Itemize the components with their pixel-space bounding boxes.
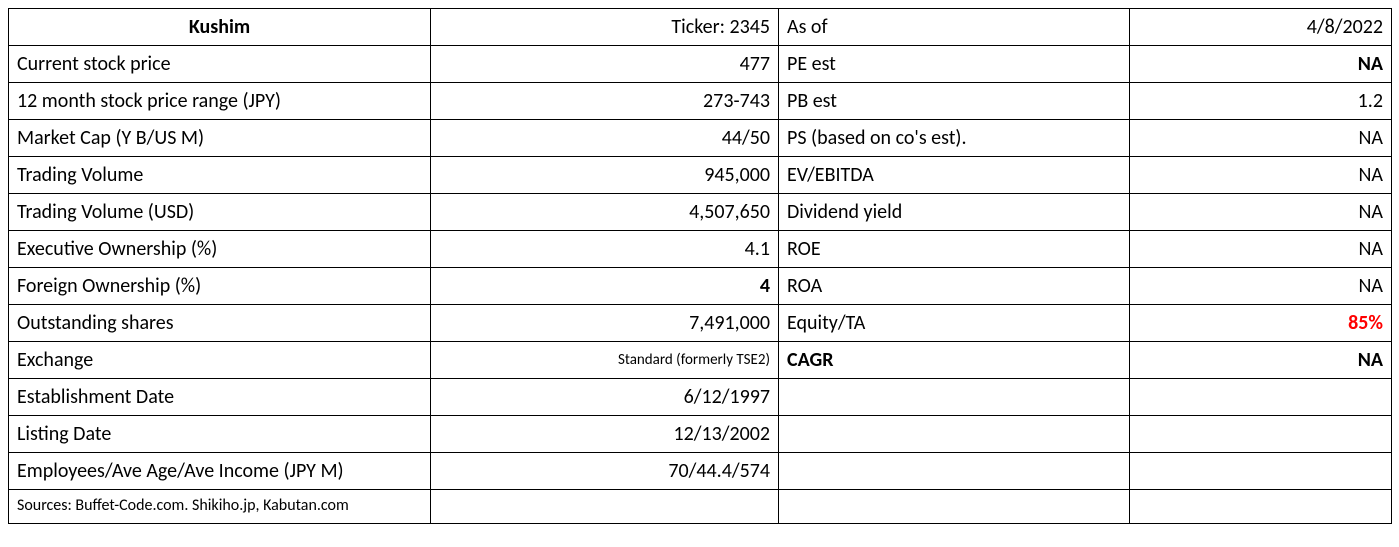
metric-label-left: Employees/Ave Age/Ave Income (JPY M) <box>9 453 431 490</box>
metric-value-right <box>1130 416 1392 453</box>
metric-value-left: 4 <box>431 268 779 305</box>
table-row: Listing Date12/13/2002 <box>9 416 1392 453</box>
empty-cell <box>779 490 1130 524</box>
metric-value-left: 945,000 <box>431 157 779 194</box>
header-row: Kushim Ticker: 2345 As of 4/8/2022 <box>9 9 1392 46</box>
metric-label-right: PE est <box>779 46 1130 83</box>
metric-value-left: 44/50 <box>431 120 779 157</box>
metric-value-right <box>1130 379 1392 416</box>
asof-label: As of <box>779 9 1130 46</box>
metric-label-left: Executive Ownership (%) <box>9 231 431 268</box>
metric-value-left: Standard (formerly TSE2) <box>431 342 779 379</box>
table-row: Current stock price477PE estNA <box>9 46 1392 83</box>
metric-value-left: 12/13/2002 <box>431 416 779 453</box>
metric-label-right: CAGR <box>779 342 1130 379</box>
metric-value-right: NA <box>1130 194 1392 231</box>
metric-label-right: EV/EBITDA <box>779 157 1130 194</box>
metric-value-left: 6/12/1997 <box>431 379 779 416</box>
metric-value-left: 273-743 <box>431 83 779 120</box>
table-row: Outstanding shares7,491,000Equity/TA85% <box>9 305 1392 342</box>
company-name: Kushim <box>9 9 431 46</box>
table-row: Foreign Ownership (%)4ROANA <box>9 268 1392 305</box>
table-row: 12 month stock price range (JPY)273-743P… <box>9 83 1392 120</box>
metric-value-right: NA <box>1130 342 1392 379</box>
metric-label-left: Listing Date <box>9 416 431 453</box>
metric-label-right: ROE <box>779 231 1130 268</box>
metric-value-right: NA <box>1130 46 1392 83</box>
table-row: ExchangeStandard (formerly TSE2)CAGRNA <box>9 342 1392 379</box>
metric-value-right: 1.2 <box>1130 83 1392 120</box>
metric-label-right <box>779 379 1130 416</box>
empty-cell <box>1130 490 1392 524</box>
metric-value-right: 85% <box>1130 305 1392 342</box>
table-row: Employees/Ave Age/Ave Income (JPY M)70/4… <box>9 453 1392 490</box>
metric-label-left: Market Cap (Y B/US M) <box>9 120 431 157</box>
ticker-label: Ticker: 2345 <box>431 9 779 46</box>
metric-label-left: Establishment Date <box>9 379 431 416</box>
metric-value-left: 4,507,650 <box>431 194 779 231</box>
metric-label-left: Foreign Ownership (%) <box>9 268 431 305</box>
sources-row: Sources: Buffet-Code.com. Shikiho.jp, Ka… <box>9 490 1392 524</box>
metric-label-left: Trading Volume (USD) <box>9 194 431 231</box>
table-row: Trading Volume (USD)4,507,650Dividend yi… <box>9 194 1392 231</box>
metric-value-right <box>1130 453 1392 490</box>
table-row: Trading Volume945,000EV/EBITDANA <box>9 157 1392 194</box>
metric-value-left: 477 <box>431 46 779 83</box>
metric-value-left: 4.1 <box>431 231 779 268</box>
metric-label-left: Exchange <box>9 342 431 379</box>
metric-value-right: NA <box>1130 120 1392 157</box>
metric-label-right: ROA <box>779 268 1130 305</box>
metric-value-right: NA <box>1130 268 1392 305</box>
table-row: Establishment Date6/12/1997 <box>9 379 1392 416</box>
metric-value-right: NA <box>1130 231 1392 268</box>
metric-label-left: Trading Volume <box>9 157 431 194</box>
asof-date: 4/8/2022 <box>1130 9 1392 46</box>
metric-value-left: 70/44.4/574 <box>431 453 779 490</box>
empty-cell <box>431 490 779 524</box>
sources-text: Sources: Buffet-Code.com. Shikiho.jp, Ka… <box>9 490 431 524</box>
table-row: Market Cap (Y B/US M)44/50PS (based on c… <box>9 120 1392 157</box>
metric-label-right <box>779 453 1130 490</box>
metric-value-left: 7,491,000 <box>431 305 779 342</box>
table-row: Executive Ownership (%)4.1ROENA <box>9 231 1392 268</box>
metric-label-left: Current stock price <box>9 46 431 83</box>
metric-label-left: 12 month stock price range (JPY) <box>9 83 431 120</box>
metric-label-left: Outstanding shares <box>9 305 431 342</box>
metric-value-right: NA <box>1130 157 1392 194</box>
stock-info-table: Kushim Ticker: 2345 As of 4/8/2022 Curre… <box>8 8 1392 524</box>
metric-label-right: Equity/TA <box>779 305 1130 342</box>
metric-label-right: PB est <box>779 83 1130 120</box>
metric-label-right <box>779 416 1130 453</box>
metric-label-right: PS (based on co's est). <box>779 120 1130 157</box>
metric-label-right: Dividend yield <box>779 194 1130 231</box>
